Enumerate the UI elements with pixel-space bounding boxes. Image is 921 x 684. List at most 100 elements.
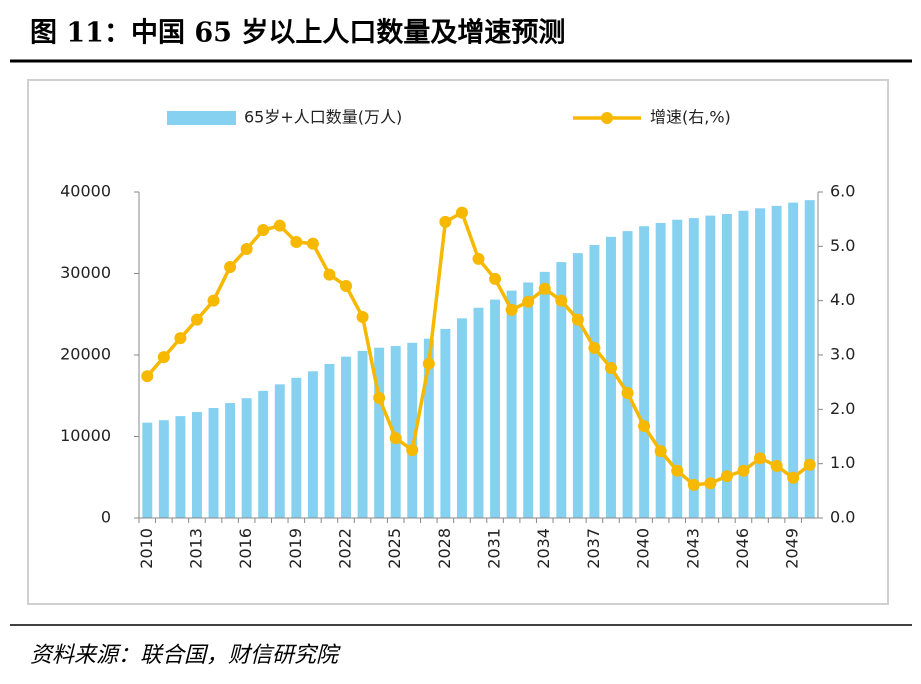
line-marker (538, 282, 551, 295)
bar (274, 384, 285, 518)
bar (390, 346, 401, 518)
x-tick-label: 2025 (385, 528, 404, 569)
bar (208, 407, 219, 518)
bar (688, 218, 699, 518)
x-tick-label: 2013 (186, 528, 205, 569)
y2-tick-label: 4.0 (830, 290, 855, 309)
bar (357, 350, 368, 518)
line-marker (505, 303, 518, 316)
y-tick-label: 10000 (60, 426, 111, 445)
bar (606, 236, 616, 518)
y2-tick-label: 3.0 (830, 345, 855, 364)
line-marker (340, 279, 353, 292)
legend-swatch (167, 111, 236, 125)
bar (225, 403, 236, 518)
legend-label: 增速(右,%) (650, 108, 731, 127)
line-marker (141, 370, 154, 383)
x-tick-label: 2049 (783, 528, 802, 569)
x-tick-label: 2016 (236, 528, 255, 569)
bar (523, 282, 534, 518)
bar (258, 390, 269, 518)
bar (440, 328, 451, 518)
bar (473, 307, 484, 518)
line-marker (190, 313, 203, 326)
y-tick-label: 30000 (60, 263, 111, 282)
y2-tick-label: 0.0 (830, 508, 855, 527)
line-marker (720, 470, 733, 483)
line-marker (787, 471, 800, 484)
bar (506, 290, 517, 518)
bar (341, 356, 351, 518)
line-marker (522, 295, 535, 308)
x-tick-label: 2046 (733, 528, 752, 569)
line-marker (803, 458, 816, 471)
bar (655, 222, 666, 518)
x-tick-label: 2040 (634, 528, 653, 569)
line-marker (571, 313, 584, 326)
bar (622, 231, 633, 518)
line-marker (422, 357, 435, 370)
line-marker (455, 206, 468, 219)
bar (291, 377, 302, 518)
y-tick-label: 0 (101, 508, 111, 527)
line-marker (323, 268, 336, 281)
line-marker (439, 215, 452, 228)
source: 资料来源：联合国，财信研究院 (30, 643, 341, 668)
bar (639, 226, 650, 519)
line-marker (306, 237, 319, 250)
y2-tick-label: 5.0 (830, 236, 855, 255)
line-marker (604, 362, 617, 375)
bar (738, 210, 749, 518)
line-marker (356, 310, 369, 323)
bar (589, 244, 600, 518)
bar (191, 412, 202, 518)
bar (241, 398, 252, 518)
bar (788, 202, 799, 518)
line-marker (406, 444, 419, 457)
line-marker (654, 445, 667, 458)
bar (374, 347, 385, 518)
title: 图 11：中国 65 岁以上人口数量及增速预测 (30, 17, 565, 49)
legend-label: 65岁+人口数量(万人) (244, 108, 402, 127)
line-marker (621, 387, 634, 400)
x-tick-label: 2022 (336, 528, 355, 569)
bar (407, 342, 418, 518)
legend-marker (601, 112, 613, 124)
line-marker (174, 332, 187, 345)
line-marker (754, 452, 767, 465)
y2-tick-label: 2.0 (830, 399, 855, 418)
line-marker (472, 252, 485, 265)
line-marker (489, 272, 502, 285)
y-tick-label: 20000 (60, 345, 111, 364)
line-marker (638, 420, 651, 433)
y2-tick-label: 6.0 (830, 182, 855, 201)
bar (556, 262, 567, 518)
chart-frame (27, 79, 889, 605)
y-tick-label: 40000 (60, 182, 111, 201)
bar (721, 214, 732, 518)
x-tick-label: 2028 (435, 528, 454, 569)
line-marker (373, 391, 386, 404)
bar (755, 208, 766, 519)
line-marker (671, 464, 684, 477)
bar (490, 299, 501, 518)
x-tick-label: 2043 (683, 528, 702, 569)
line-marker (737, 464, 750, 477)
x-tick-label: 2034 (534, 528, 553, 569)
line-marker (207, 294, 220, 307)
line-marker (240, 243, 253, 256)
y2-tick-label: 1.0 (830, 453, 855, 472)
x-tick-label: 2037 (584, 528, 603, 569)
line-marker (588, 341, 601, 354)
bar (175, 416, 186, 518)
bar (324, 363, 335, 518)
bar (539, 271, 550, 518)
line-marker (555, 294, 568, 307)
line-marker (687, 478, 700, 491)
line-marker (290, 235, 303, 248)
bar (804, 200, 815, 518)
bar (572, 253, 583, 518)
x-tick-label: 2019 (286, 528, 305, 569)
line-marker (389, 432, 402, 445)
line-marker (273, 219, 286, 232)
